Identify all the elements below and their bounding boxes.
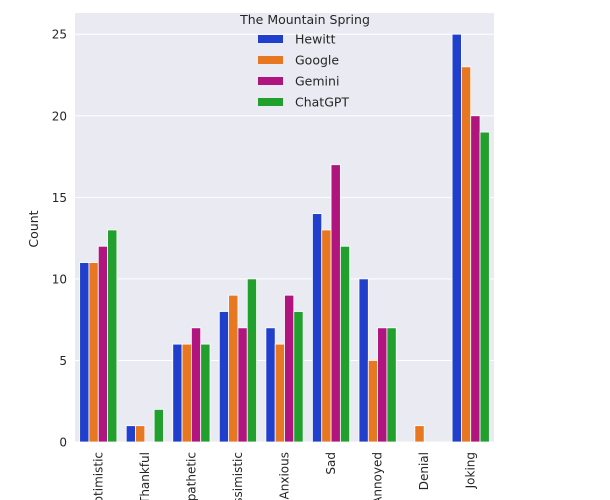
- x-tick-label: Denial: [417, 452, 431, 490]
- bar-gemini-annoyed: [377, 327, 388, 443]
- y-tick-label: 20: [52, 109, 67, 123]
- y-tick-label: 25: [52, 28, 67, 42]
- bar-gemini-optimistic: [97, 245, 108, 443]
- x-tick-label: Thankful: [138, 452, 152, 500]
- legend-label-google: Google: [295, 53, 339, 68]
- legend-swatch-hewitt: [258, 35, 283, 43]
- legend-swatch-chatgpt: [258, 98, 283, 106]
- legend: The Mountain Spring Hewitt Google Gemini Ch…: [239, 12, 370, 110]
- legend-swatch-gemini: [258, 77, 283, 85]
- x-tick-label: Anxious: [278, 452, 292, 499]
- bar-chatgpt-anxious: [293, 311, 304, 443]
- y-axis-label: Count: [26, 210, 41, 247]
- bar-chatgpt-joking: [479, 131, 490, 443]
- bar-hewitt-thankful: [125, 425, 136, 443]
- legend-label-gemini: Gemini: [295, 74, 339, 89]
- y-tick-label: 5: [59, 354, 67, 368]
- bar-hewitt-annoyed: [358, 278, 369, 443]
- bar-chatgpt-empathetic: [200, 343, 211, 443]
- legend-title: The Mountain Spring: [239, 12, 370, 27]
- bar-gemini-joking: [470, 115, 481, 443]
- y-tick-label: 10: [52, 272, 67, 286]
- x-tick-label: Joking: [464, 452, 478, 489]
- y-tick-label: 15: [52, 191, 67, 205]
- x-tick-label: Annoyed: [371, 452, 385, 500]
- bar-chatgpt-sad: [339, 245, 351, 443]
- legend-swatch-google: [258, 56, 283, 64]
- x-tick-label: Pessimistic: [231, 452, 245, 500]
- bar-gemini-anxious: [284, 294, 295, 443]
- bar-chatgpt-pessimistic: [246, 278, 257, 443]
- bar-google-denial: [414, 425, 425, 443]
- bar-hewitt-joking: [451, 33, 462, 443]
- bar-google-joking: [461, 66, 472, 443]
- bar-google-empathetic: [181, 343, 192, 443]
- bar-google-annoyed: [367, 360, 379, 443]
- x-tick-label: Empathetic: [184, 452, 198, 500]
- bar-google-pessimistic: [228, 294, 239, 443]
- bar-chatgpt-thankful: [153, 408, 164, 443]
- legend-label-chatgpt: ChatGPT: [295, 95, 349, 110]
- bar-hewitt-pessimistic: [218, 311, 230, 443]
- bar-chatgpt-annoyed: [386, 327, 397, 443]
- x-tick-label: Sad: [324, 452, 338, 475]
- bar-hewitt-sad: [312, 213, 323, 443]
- bar-hewitt-optimistic: [79, 262, 90, 443]
- bar-hewitt-empathetic: [172, 343, 183, 443]
- bar-google-thankful: [135, 425, 146, 443]
- bar-gemini-pessimistic: [237, 327, 248, 443]
- bar-google-sad: [321, 229, 332, 443]
- x-tick-label: Optimistic: [91, 452, 105, 500]
- bar-google-anxious: [274, 343, 285, 443]
- bar-gemini-empathetic: [190, 327, 202, 443]
- bar-google-optimistic: [88, 262, 99, 443]
- y-tick-label: 0: [59, 436, 67, 450]
- legend-label-hewitt: Hewitt: [295, 32, 336, 47]
- bar-chatgpt-optimistic: [107, 229, 118, 443]
- bar-hewitt-anxious: [265, 327, 276, 443]
- bar-gemini-sad: [330, 164, 341, 443]
